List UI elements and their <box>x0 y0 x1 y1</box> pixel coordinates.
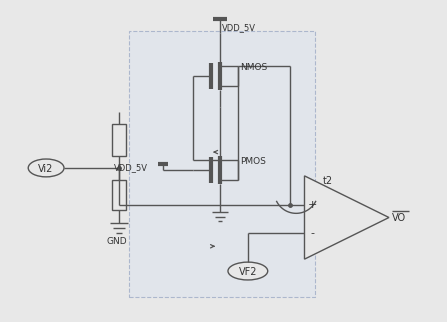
Bar <box>129 31 316 297</box>
Bar <box>112 124 126 156</box>
Text: VDD_5V: VDD_5V <box>114 164 148 173</box>
Text: PMOS: PMOS <box>240 157 266 166</box>
Text: VO: VO <box>392 213 406 223</box>
Text: Vi2: Vi2 <box>38 164 54 174</box>
Text: VF2: VF2 <box>239 267 257 277</box>
Text: GND: GND <box>107 237 127 246</box>
Ellipse shape <box>228 262 268 280</box>
Text: +: + <box>308 200 317 210</box>
Bar <box>112 180 126 210</box>
Ellipse shape <box>28 159 64 177</box>
Text: t2: t2 <box>323 175 333 185</box>
Text: VDD_5V: VDD_5V <box>222 23 256 32</box>
Text: NMOS: NMOS <box>240 63 267 72</box>
Polygon shape <box>304 176 389 259</box>
Text: -: - <box>311 228 314 238</box>
